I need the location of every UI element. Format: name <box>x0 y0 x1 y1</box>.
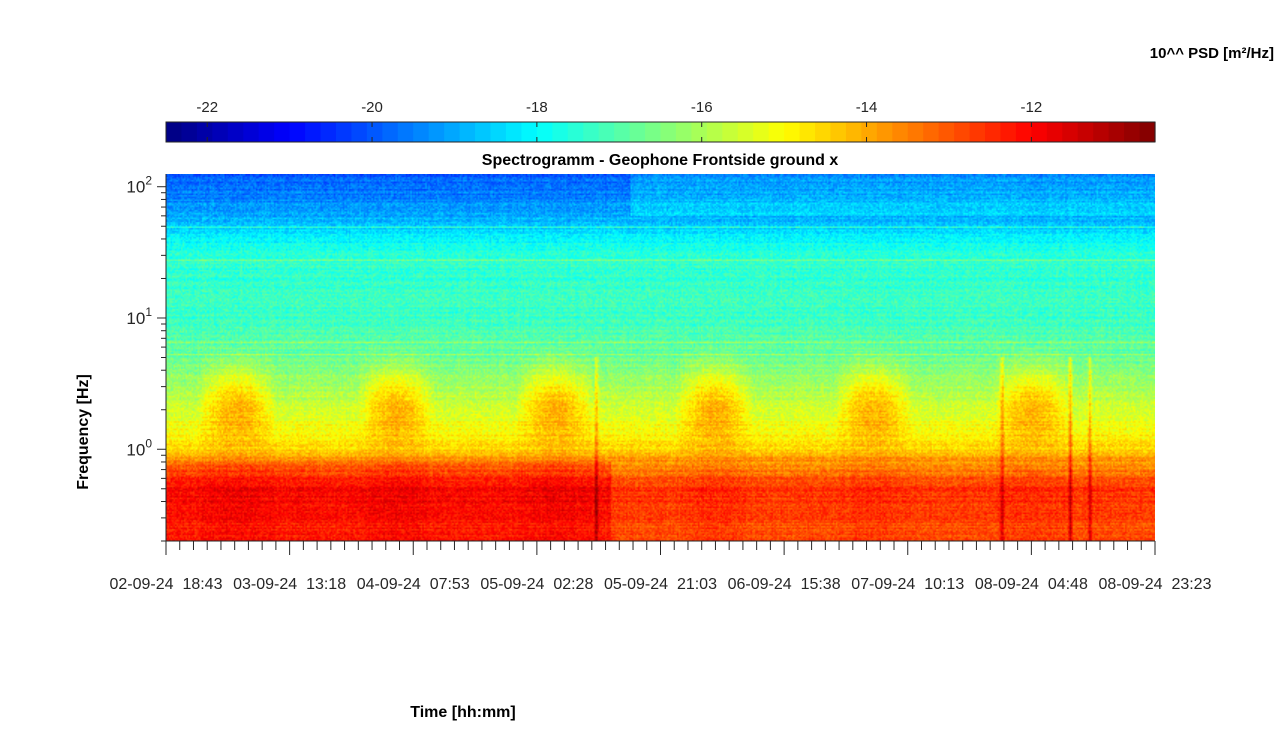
colorbar-tick-label: -20 <box>361 99 383 116</box>
colorbar-band <box>691 122 708 142</box>
colorbar-band <box>536 122 553 142</box>
x-axis: 02-09-24 18:43 03-09-24 13:18 04-09-24 07:… <box>110 540 1212 593</box>
colorbar-band <box>722 122 739 142</box>
colorbar-band <box>969 122 986 142</box>
colorbar-band <box>366 122 383 142</box>
x-tick-label: 07-09-24 10:13 <box>851 576 964 593</box>
colorbar-band <box>1031 122 1048 142</box>
colorbar-band <box>320 122 337 142</box>
colorbar-band <box>196 122 213 142</box>
colorbar-band <box>397 122 414 142</box>
colorbar-band <box>552 122 569 142</box>
colorbar-band <box>629 122 646 142</box>
colorbar-ticks: -22 -20 -18 -16 -14 -12 <box>196 99 1042 142</box>
colorbar-tick-label: -12 <box>1021 99 1043 116</box>
colorbar-band <box>845 122 862 142</box>
colorbar-band <box>505 122 523 142</box>
colorbar-band <box>243 122 260 142</box>
colorbar-tick-label: -16 <box>691 99 713 116</box>
x-axis-label: Time [hh:mm] <box>410 704 515 721</box>
colorbar-band <box>1124 122 1141 142</box>
x-tick-label: 06-09-24 15:38 <box>728 576 841 593</box>
colorbar-band <box>289 122 306 142</box>
colorbar-band <box>954 122 971 142</box>
colorbar-band <box>258 122 275 142</box>
colorbar-band <box>1077 122 1094 142</box>
colorbar-band <box>444 122 461 142</box>
colorbar-band <box>753 122 770 142</box>
x-tick-label: 04-09-24 07:53 <box>357 576 470 593</box>
colorbar-band <box>737 122 754 142</box>
colorbar-band <box>1000 122 1017 142</box>
colorbar-band <box>166 122 183 142</box>
colorbar-band <box>212 122 229 142</box>
colorbar-band <box>892 122 909 142</box>
colorbar-band <box>598 122 615 142</box>
colorbar-tick-label: -18 <box>526 99 548 116</box>
colorbar-band <box>1015 122 1032 142</box>
colorbar-band <box>1062 122 1079 142</box>
colorbar-band <box>181 122 198 142</box>
colorbar-band <box>1046 122 1063 142</box>
colorbar-band <box>830 122 847 142</box>
colorbar-band <box>861 122 878 142</box>
colorbar-band <box>475 122 492 142</box>
colorbar-band <box>784 122 801 142</box>
y-axis: 100 101 102 <box>126 174 167 542</box>
spectrogram-image <box>166 174 1155 541</box>
colorbar-band <box>428 122 445 142</box>
colorbar-band <box>351 122 368 142</box>
colorbar-band <box>1108 122 1125 142</box>
x-tick-label: 02-09-24 18:43 <box>110 576 223 593</box>
x-tick-label: 08-09-24 04:48 <box>975 576 1088 593</box>
colorbar-tick-label: -22 <box>196 99 218 116</box>
y-tick-label: 100 <box>126 436 152 459</box>
colorbar-band <box>521 122 538 142</box>
x-tick-label: 05-09-24 02:28 <box>480 576 593 593</box>
y-axis-label: Frequency [Hz] <box>75 374 92 490</box>
colorbar-band <box>706 122 723 142</box>
plot-area: 100 101 102 02-09-24 18:43 03-09-24 13:18 04… <box>110 174 1212 593</box>
spectrogram-heatmap <box>166 174 1155 541</box>
colorbar: -22 -20 -18 -16 -14 -12 <box>165 99 1156 143</box>
colorbar-band <box>985 122 1002 142</box>
y-tick-label: 102 <box>126 174 152 197</box>
colorbar-tick-label: -14 <box>856 99 878 116</box>
colorbar-band <box>614 122 631 142</box>
y-tick-label: 101 <box>126 305 152 328</box>
colorbar-band <box>490 122 507 142</box>
x-tick-label: 08-09-24 23:23 <box>1099 576 1212 593</box>
colorbar-band <box>645 122 662 142</box>
colorbar-bands <box>166 122 1156 142</box>
colorbar-band <box>305 122 322 142</box>
colorbar-band <box>768 122 785 142</box>
colorbar-band <box>413 122 430 142</box>
colorbar-band <box>459 122 476 142</box>
x-tick-label: 03-09-24 13:18 <box>233 576 346 593</box>
colorbar-band <box>815 122 832 142</box>
colorbar-label: 10^^ PSD [m²/Hz] <box>1150 45 1274 62</box>
colorbar-band <box>583 122 600 142</box>
colorbar-band <box>938 122 955 142</box>
colorbar-band <box>1139 122 1156 142</box>
colorbar-band <box>923 122 940 142</box>
x-tick-label: 05-09-24 21:03 <box>604 576 717 593</box>
colorbar-band <box>382 122 399 142</box>
chart-title: Spectrogramm - Geophone Frontside ground… <box>482 152 839 169</box>
colorbar-band <box>660 122 677 142</box>
colorbar-band <box>335 122 353 142</box>
colorbar-band <box>567 122 584 142</box>
colorbar-band <box>799 122 816 142</box>
colorbar-band <box>1093 122 1110 142</box>
colorbar-frame <box>165 121 1156 143</box>
colorbar-band <box>675 122 693 142</box>
colorbar-band <box>876 122 893 142</box>
colorbar-band <box>274 122 291 142</box>
colorbar-band <box>907 122 924 142</box>
colorbar-band <box>227 122 244 142</box>
